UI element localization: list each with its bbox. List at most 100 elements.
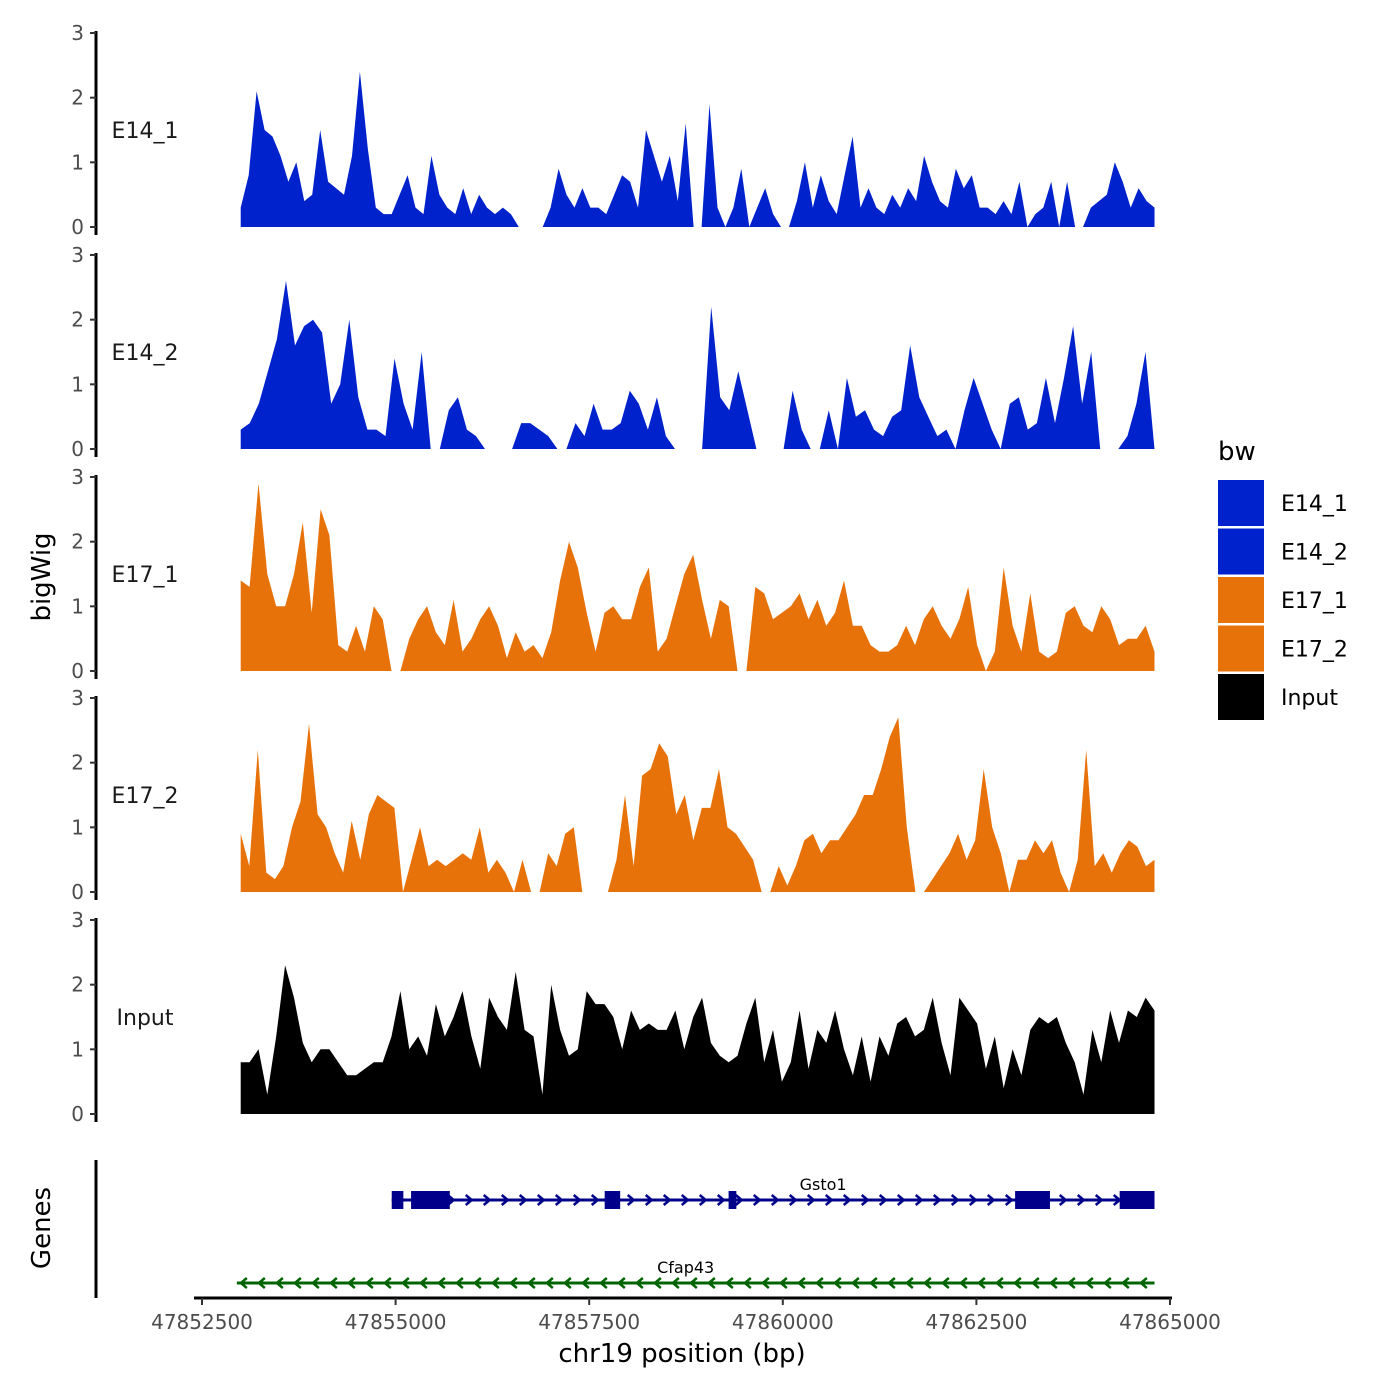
track-label: E14_2 [112, 341, 179, 366]
genes-axis-title: Genes [27, 1187, 57, 1269]
legend-title: bw [1218, 437, 1256, 467]
y-tick-label: 3 [71, 686, 84, 710]
legend-label: E17_2 [1281, 638, 1348, 663]
track-e17-1: 0 1 2 3 E17_1 [71, 465, 1155, 683]
strand-arrow [482, 1194, 492, 1206]
y-tick-label: 1 [71, 150, 84, 174]
strand-arrow [572, 1194, 582, 1206]
strand-arrow [716, 1194, 726, 1206]
strand-arrow [824, 1194, 834, 1206]
legend-swatch [1218, 674, 1264, 720]
strand-arrow [868, 1277, 878, 1289]
track-label: E17_1 [112, 563, 179, 588]
legend-label: Input [1281, 686, 1338, 711]
strand-arrow [256, 1277, 266, 1289]
y-tick-label: 3 [71, 908, 84, 932]
legend-swatch [1218, 528, 1264, 575]
gene-track: Gsto1 Cfap43 [94, 1160, 1155, 1298]
area-e14-2 [240, 280, 1155, 449]
strand-arrow [770, 1194, 780, 1206]
y-axis-title: bigWig [27, 532, 57, 621]
area-e17-2 [240, 717, 1155, 892]
legend-swatch [1218, 625, 1264, 672]
strand-arrow [1120, 1277, 1130, 1289]
x-tick-label: 47862500 [926, 1310, 1028, 1334]
y-tick-label: 0 [71, 880, 84, 904]
legend-label: E14_1 [1281, 492, 1348, 517]
strand-arrow [850, 1277, 860, 1289]
strand-arrow [994, 1277, 1004, 1289]
strand-arrow [382, 1277, 392, 1289]
bigwig-tracks: 0 1 2 3 E14_1 0 1 2 3 E14_2 0 1 2 3 E17_1 0 1 2 3 E17_2 0 1 2 3… [71, 21, 1155, 1126]
y-tick-label: 1 [71, 372, 84, 396]
strand-arrow [454, 1277, 464, 1289]
strand-arrow [680, 1194, 690, 1206]
strand-arrow [986, 1194, 996, 1206]
strand-arrow [626, 1194, 636, 1206]
gene-label: Cfap43 [657, 1258, 714, 1277]
exon [728, 1191, 737, 1209]
legend-swatch [1218, 577, 1264, 623]
exon [391, 1191, 404, 1209]
track-label: Input [117, 1006, 174, 1031]
strand-arrow [662, 1194, 672, 1206]
y-tick-label: 3 [71, 21, 84, 45]
exon [411, 1191, 450, 1209]
gene-gsto1: Gsto1 [391, 1175, 1155, 1209]
strand-arrow [914, 1194, 924, 1206]
area-input [240, 965, 1155, 1114]
strand-arrow [752, 1194, 762, 1206]
y-tick-label: 2 [71, 308, 84, 332]
area-e17-1 [240, 483, 1155, 671]
track-e14-1: 0 1 2 3 E14_1 [71, 21, 1155, 239]
strand-arrow [896, 1194, 906, 1206]
y-tick-label: 1 [71, 1037, 84, 1061]
strand-arrow [238, 1277, 248, 1289]
strand-arrow [904, 1277, 914, 1289]
strand-arrow [1102, 1277, 1112, 1289]
strand-arrow [274, 1277, 284, 1289]
y-tick-label: 2 [71, 86, 84, 110]
x-tick-label: 47860000 [732, 1310, 834, 1334]
strand-arrow [706, 1277, 716, 1289]
legend-label: E17_1 [1281, 589, 1348, 614]
strand-arrow [418, 1277, 428, 1289]
y-tick-label: 3 [71, 243, 84, 267]
strand-arrow [518, 1194, 528, 1206]
strand-arrow [670, 1277, 680, 1289]
strand-arrow [698, 1194, 708, 1206]
strand-arrow [958, 1277, 968, 1289]
strand-arrow [526, 1277, 536, 1289]
strand-arrow [778, 1277, 788, 1289]
y-tick-label: 2 [71, 973, 84, 997]
strand-arrow [464, 1194, 474, 1206]
y-tick-label: 1 [71, 594, 84, 618]
strand-arrow [842, 1194, 852, 1206]
strand-arrow [364, 1277, 374, 1289]
strand-arrow [598, 1277, 608, 1289]
strand-arrow [508, 1277, 518, 1289]
strand-arrow [490, 1277, 500, 1289]
strand-arrow [400, 1277, 410, 1289]
gene-cfap43: Cfap43 [236, 1258, 1155, 1289]
exon [1015, 1191, 1050, 1209]
strand-arrow [734, 1194, 744, 1206]
track-e17-2: 0 1 2 3 E17_2 [71, 686, 1155, 904]
strand-arrow [500, 1194, 510, 1206]
track-label: E17_2 [112, 784, 179, 809]
legend-swatch [1218, 480, 1264, 526]
y-tick-label: 0 [71, 659, 84, 683]
strand-arrow [1048, 1277, 1058, 1289]
strand-arrow [886, 1277, 896, 1289]
y-tick-label: 0 [71, 215, 84, 239]
strand-arrow [436, 1277, 446, 1289]
gene-label: Gsto1 [800, 1175, 847, 1194]
strand-arrow [346, 1277, 356, 1289]
strand-arrow [1012, 1277, 1022, 1289]
strand-arrow [1084, 1277, 1094, 1289]
track-e14-2: 0 1 2 3 E14_2 [71, 243, 1155, 461]
strand-arrow [806, 1194, 816, 1206]
strand-arrow [976, 1277, 986, 1289]
exon [604, 1191, 621, 1209]
strand-arrow [328, 1277, 338, 1289]
